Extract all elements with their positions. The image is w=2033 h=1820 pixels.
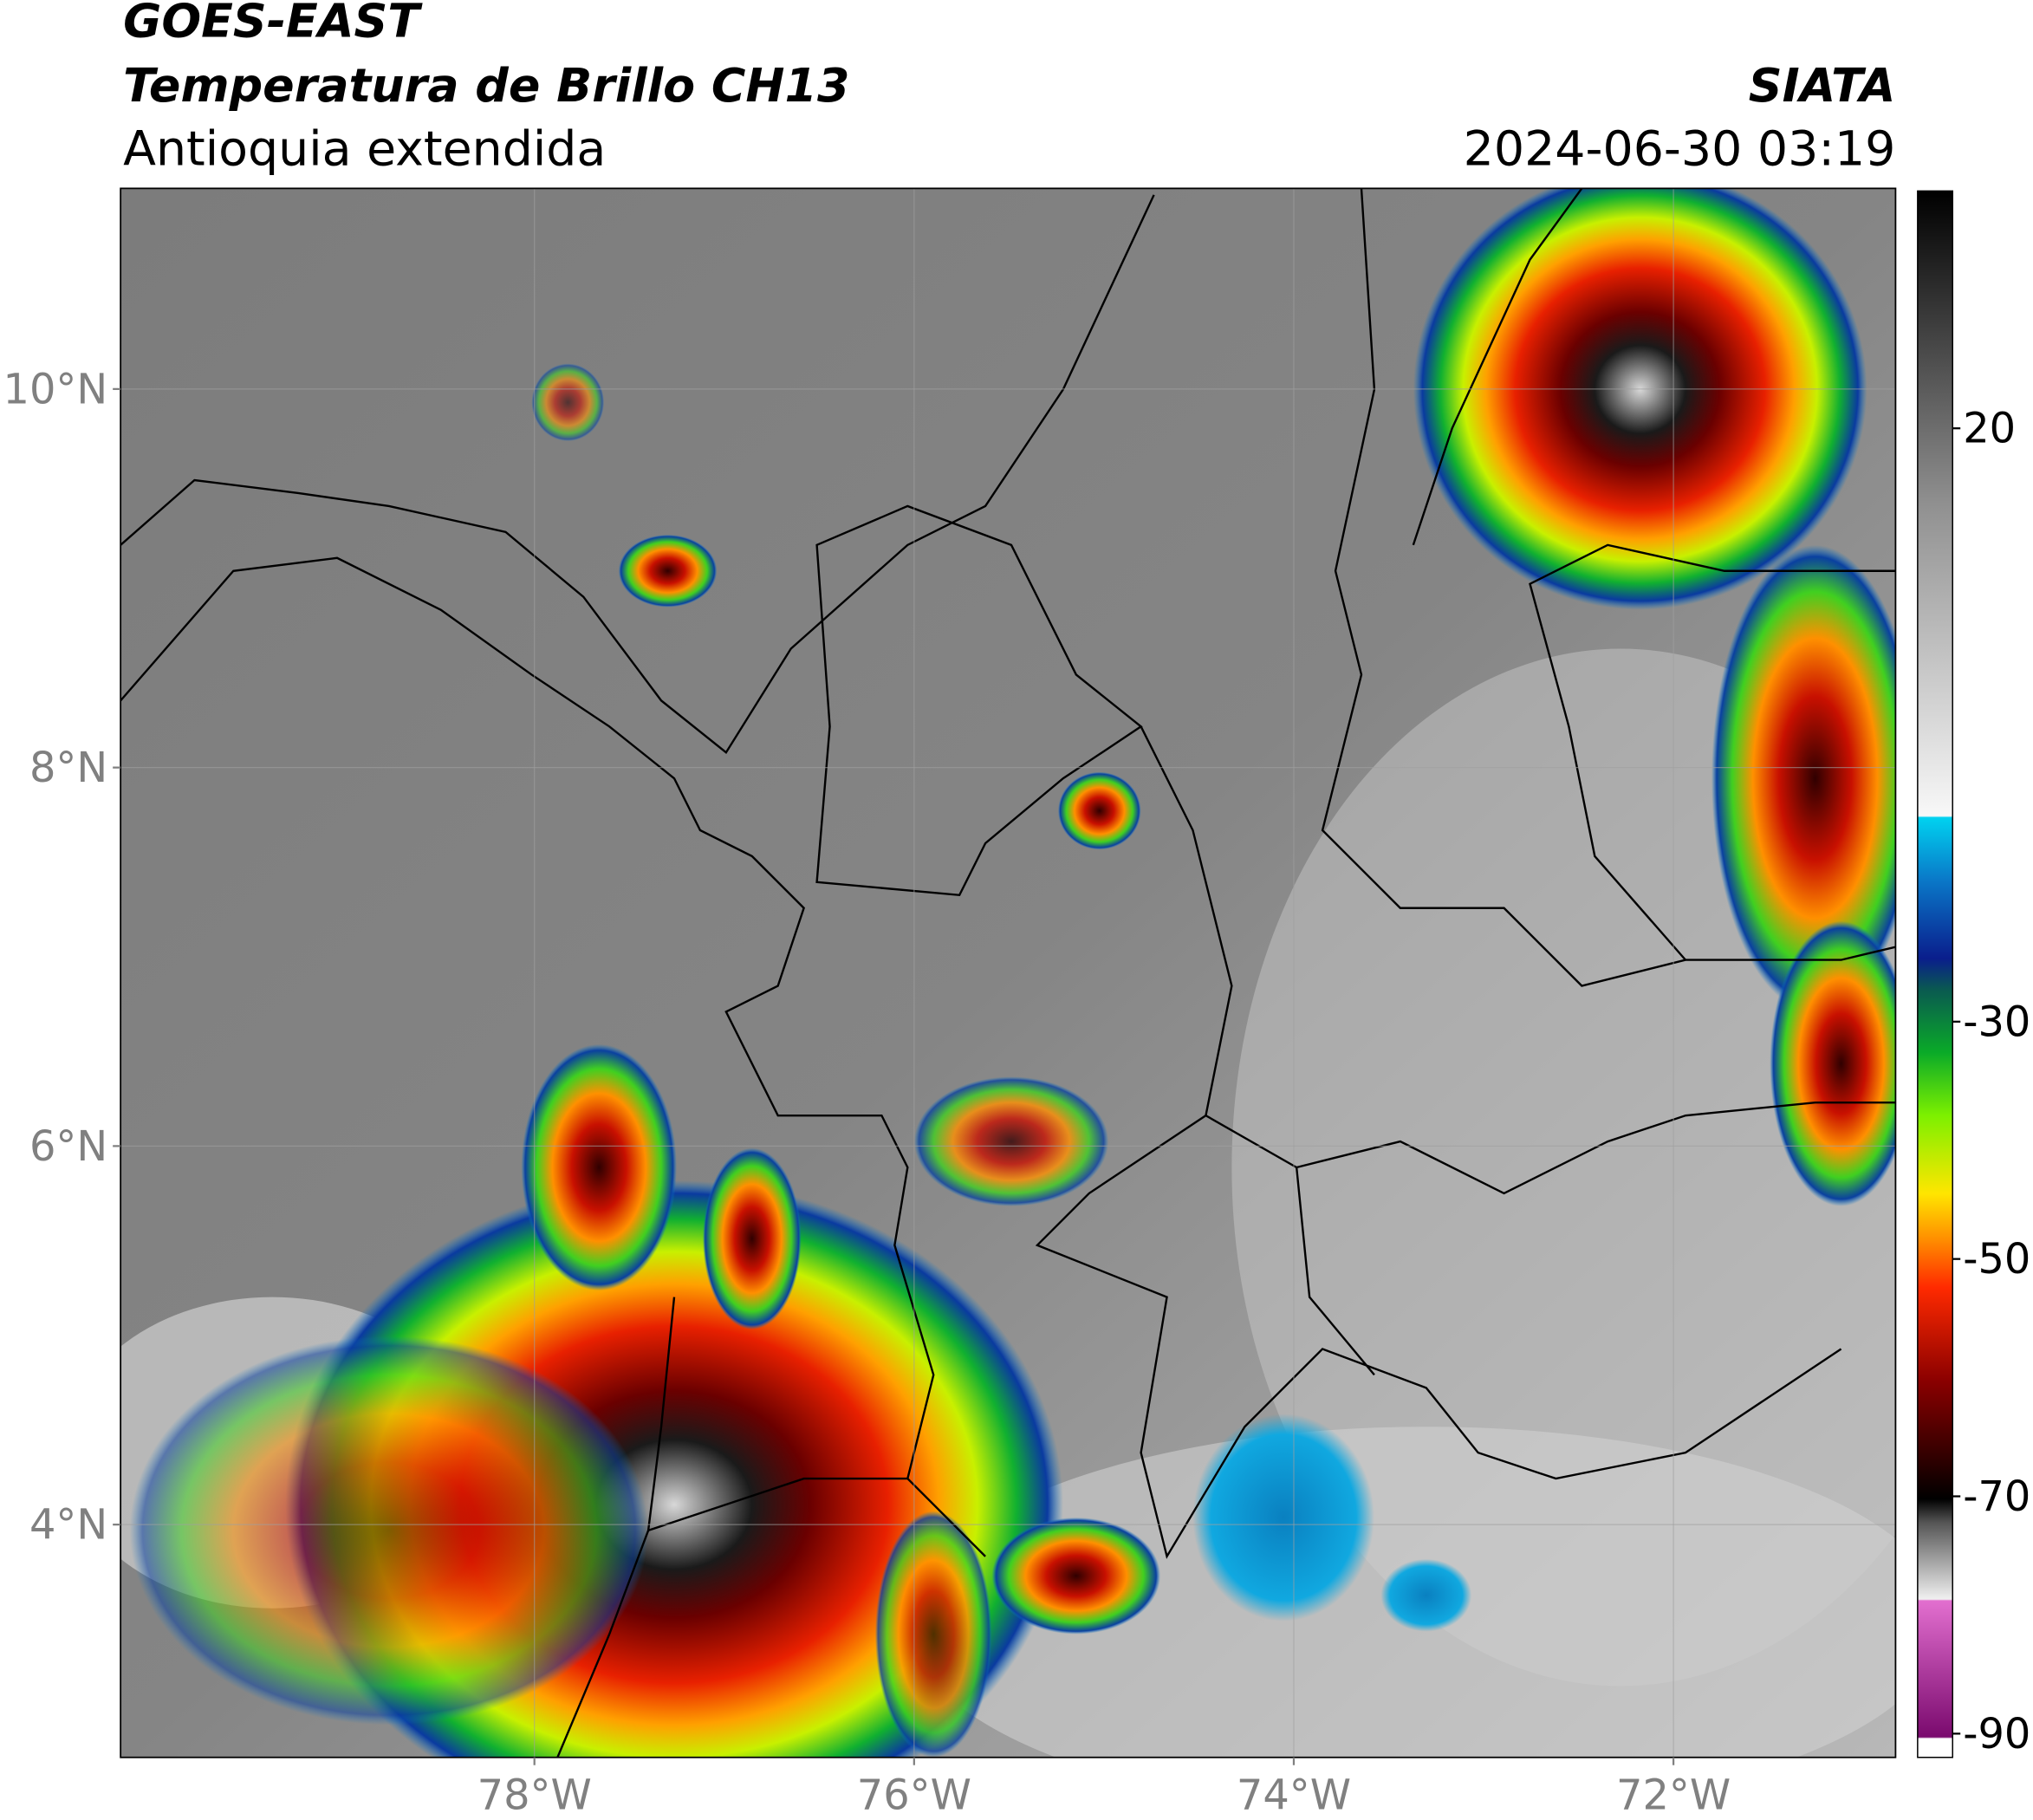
lat-tick-label: 4°N: [29, 1502, 107, 1550]
border: [120, 194, 1155, 754]
storm-system: [1711, 544, 1896, 1012]
map-frame: [120, 187, 1897, 1758]
timestamp: 2024-06-30 03:19: [1464, 121, 1896, 177]
title-2: Temperatura de Brillo CH13: [123, 58, 849, 113]
lon-tick-label: 72°W: [1616, 1772, 1731, 1820]
storm-cell: [521, 1043, 678, 1291]
storm-system: [129, 1336, 649, 1726]
colorbar-tick-label: -70: [1963, 1473, 2030, 1521]
colorbar: [1917, 190, 1953, 1758]
agency: SIATA: [1749, 58, 1896, 113]
border: [1321, 188, 1896, 987]
satellite-map: [120, 188, 1896, 1758]
storm-cell: [913, 1076, 1109, 1206]
storm-cell: [991, 1517, 1161, 1635]
lat-tick-label: 10°N: [3, 366, 108, 413]
lon-tick-label: 74°W: [1237, 1772, 1351, 1820]
colorbar-tick-label: -90: [1963, 1711, 2030, 1758]
border: [1205, 1101, 1896, 1376]
storm-system: [1770, 920, 1896, 1206]
storm-system: [1413, 188, 1867, 610]
storm-cell: [1057, 771, 1141, 850]
lat-tick-label: 8°N: [29, 744, 107, 792]
border: [815, 504, 1143, 897]
storm-cell: [702, 1147, 802, 1330]
storm-cell: [874, 1511, 992, 1758]
lon-tick-label: 76°W: [857, 1772, 971, 1820]
border: [556, 1297, 986, 1758]
cold-cloud: [1380, 1558, 1472, 1632]
storm-cell: [618, 534, 718, 608]
lon-tick-label: 78°W: [477, 1772, 592, 1820]
subtitle: Antioquia extendida: [123, 121, 606, 177]
lat-tick-label: 6°N: [29, 1123, 107, 1171]
colorbar-tick-label: 20: [1963, 406, 2016, 453]
colorbar-tick-label: -50: [1963, 1236, 2030, 1284]
title-1: GOES-EAST: [123, 0, 423, 48]
colorbar-tick-label: -30: [1963, 998, 2030, 1046]
border: [1412, 188, 1896, 961]
border: [1035, 725, 1842, 1559]
cold-cloud: [1192, 1414, 1374, 1622]
storm-cell: [531, 363, 605, 442]
border: [120, 556, 935, 1479]
